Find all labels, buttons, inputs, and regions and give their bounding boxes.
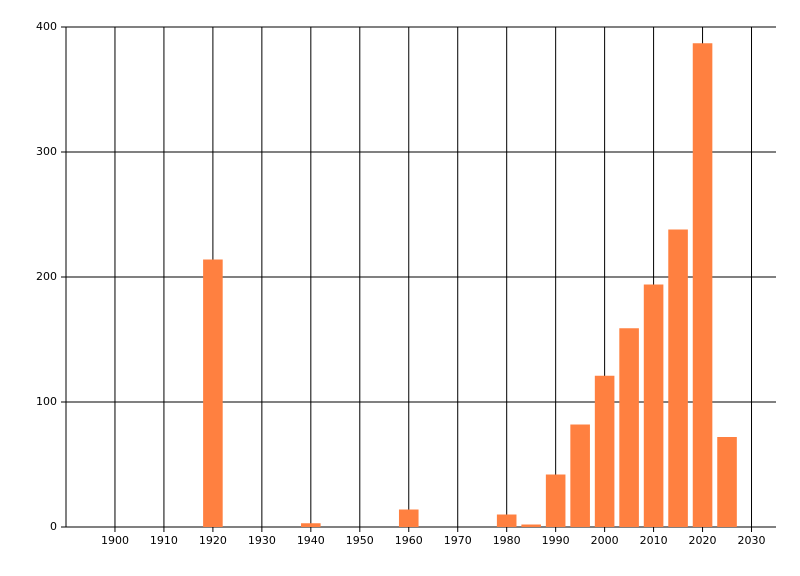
x-tick-label: 1920 bbox=[199, 534, 227, 547]
bar bbox=[692, 43, 713, 527]
x-tick-label: 2000 bbox=[591, 534, 619, 547]
x-tick-label: 1940 bbox=[297, 534, 325, 547]
bar bbox=[398, 509, 419, 527]
bar bbox=[668, 229, 688, 527]
bar bbox=[301, 523, 321, 527]
x-tick-label: 1980 bbox=[493, 534, 521, 547]
bar bbox=[203, 259, 223, 527]
x-tick-label: 1910 bbox=[150, 534, 178, 547]
y-tick-label: 100 bbox=[36, 395, 57, 408]
y-tick-label: 300 bbox=[36, 145, 57, 158]
bar bbox=[717, 437, 737, 527]
x-tick-label: 2020 bbox=[689, 534, 717, 547]
x-tick-label: 1950 bbox=[346, 534, 374, 547]
bar bbox=[521, 524, 541, 527]
x-tick-label: 2030 bbox=[738, 534, 766, 547]
bar bbox=[545, 474, 566, 527]
bar bbox=[619, 328, 639, 527]
y-tick-label: 200 bbox=[36, 270, 57, 283]
x-tick-label: 1930 bbox=[248, 534, 276, 547]
y-tick-label: 400 bbox=[36, 20, 57, 33]
x-tick-label: 1990 bbox=[542, 534, 570, 547]
bar bbox=[570, 424, 590, 527]
bar bbox=[496, 514, 517, 527]
x-tick-label: 1960 bbox=[395, 534, 423, 547]
x-tick-label: 1900 bbox=[101, 534, 129, 547]
x-tick-label: 2010 bbox=[640, 534, 668, 547]
y-tick-label: 0 bbox=[50, 520, 57, 533]
bar bbox=[594, 375, 615, 527]
bar bbox=[643, 284, 664, 527]
x-tick-label: 1970 bbox=[444, 534, 472, 547]
